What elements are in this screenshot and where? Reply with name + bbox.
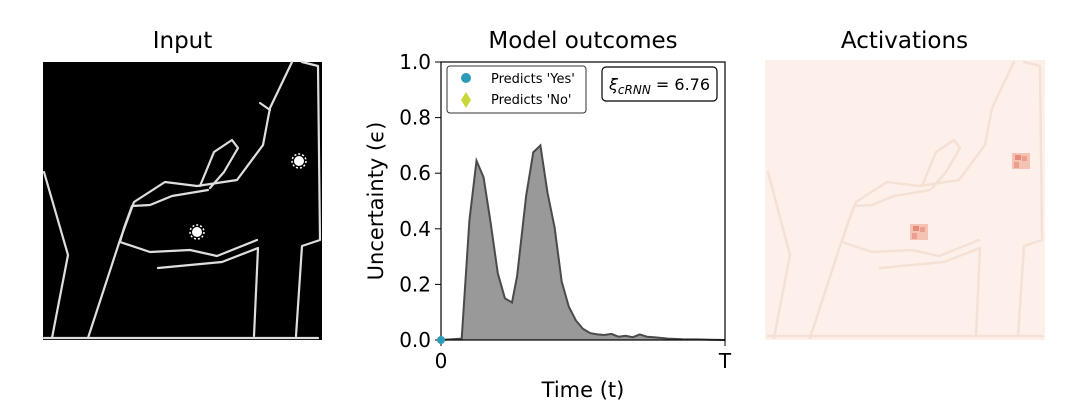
x-tick-label: T [718, 349, 732, 373]
activations-image [765, 60, 1045, 340]
y-tick-label: 0.8 [399, 106, 431, 130]
metric-symbol: ξ [608, 75, 619, 94]
y-tick-label: 0.2 [399, 272, 431, 296]
yes-prediction-marker [437, 336, 445, 344]
metric-value: = 6.76 [651, 75, 710, 94]
plot-frame [440, 61, 726, 341]
metric-annotation: ξcRNN = 6.76 [601, 66, 718, 102]
legend-box [446, 65, 587, 114]
input-image-background [43, 62, 322, 340]
y-tick-label: 0.4 [399, 217, 431, 241]
metric-label: ξcRNN = 6.76 [608, 75, 710, 97]
x-axis-label: Time (t) [541, 378, 625, 400]
y-axis-ticks: 0.0 0.2 0.4 0.6 0.8 1.0 [399, 50, 441, 352]
activation-hotspot-left [910, 224, 928, 240]
input-marker-right [291, 153, 307, 169]
legend-yes-marker [461, 73, 471, 83]
activations-background [765, 60, 1045, 340]
metric-subscript: cRNN [618, 83, 651, 97]
y-tick-label: 1.0 [399, 50, 431, 74]
y-tick-label: 0.6 [399, 161, 431, 185]
metric-box [601, 66, 718, 102]
uncertainty-line [440, 143, 726, 341]
activations-faint-edges [766, 60, 1044, 340]
outcomes-panel-title: Model outcomes [488, 28, 678, 54]
uncertainty-area [441, 145, 725, 340]
input-marker-left [189, 224, 205, 240]
legend-no-marker [461, 92, 471, 108]
x-tick-label: 0 [435, 349, 448, 373]
y-axis-label: Uncertainty (ϵ) [364, 122, 388, 281]
legend-no-label: Predicts 'No' [491, 93, 572, 108]
input-edge-lines [42, 60, 322, 340]
legend-yes-label: Predicts 'Yes' [491, 72, 575, 87]
input-panel-title: Input [152, 28, 213, 54]
legend: Predicts 'Yes' Predicts 'No' [446, 65, 587, 114]
input-image [42, 60, 322, 340]
activation-hotspot-right [1012, 153, 1030, 169]
activations-panel-title: Activations [840, 28, 969, 54]
y-tick-label: 0.0 [399, 328, 431, 352]
